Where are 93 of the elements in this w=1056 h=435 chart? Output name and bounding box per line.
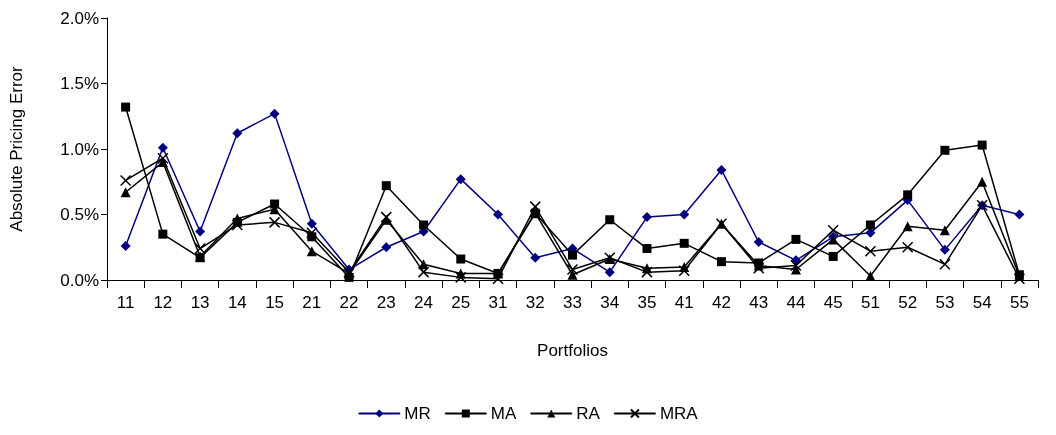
x-tick-label: 22	[339, 293, 359, 312]
x-tick-label: 51	[860, 293, 880, 312]
x-tick-label: 21	[302, 293, 322, 312]
point	[716, 164, 727, 175]
point	[791, 234, 801, 244]
point	[306, 227, 318, 239]
point	[605, 215, 615, 225]
x-tick-label: 35	[637, 293, 657, 312]
point	[120, 240, 131, 251]
point	[529, 200, 542, 213]
point	[306, 246, 317, 257]
point	[977, 176, 988, 187]
point	[269, 108, 280, 119]
point	[231, 219, 244, 231]
point	[567, 269, 578, 280]
point	[902, 221, 913, 232]
point	[381, 181, 391, 191]
point	[642, 244, 652, 254]
x-tick-label: 25	[451, 293, 471, 312]
point	[158, 229, 168, 239]
point	[568, 250, 577, 260]
x-tick-label: 12	[153, 293, 173, 312]
x-tick-label: 42	[712, 293, 731, 312]
point	[381, 242, 392, 253]
point	[939, 244, 950, 255]
x-tick-label: 32	[525, 293, 545, 312]
x-tick-label: 14	[227, 293, 247, 312]
point	[940, 145, 950, 155]
point	[716, 257, 726, 267]
point	[753, 237, 764, 248]
point	[195, 226, 206, 237]
x-tick-label: 54	[972, 293, 992, 312]
point	[566, 263, 579, 276]
legend-label: MA	[490, 404, 517, 423]
legend-label: MRA	[659, 404, 699, 423]
point	[903, 190, 913, 200]
point	[604, 267, 615, 278]
point	[641, 266, 653, 278]
x-tick-label: 15	[265, 293, 285, 312]
y-tick-label: 0.5%	[60, 205, 99, 224]
point	[828, 251, 838, 261]
point	[641, 212, 652, 223]
point	[157, 152, 169, 164]
x-tick-label: 34	[600, 293, 620, 312]
point	[455, 271, 467, 284]
y-tick-label: 1.5%	[60, 74, 99, 93]
point	[827, 224, 839, 236]
x-tick-label: 31	[488, 293, 508, 312]
x-tick-label: 33	[563, 293, 582, 312]
x-tick-label: 44	[786, 293, 806, 312]
point	[901, 241, 914, 253]
y-tick-label: 0.0%	[60, 270, 99, 290]
x-tick-label: 41	[674, 293, 694, 312]
x-tick-label: 13	[190, 293, 210, 312]
point	[455, 174, 466, 185]
point	[493, 209, 504, 220]
y-axis-title: Absolute Pricing Error	[7, 65, 26, 232]
point	[419, 220, 429, 230]
x-tick-label: 53	[935, 293, 955, 312]
x-axis-title: Portfolios	[537, 341, 608, 360]
point	[679, 209, 690, 220]
x-tick-label: 24	[414, 293, 433, 312]
x-tick-label: 55	[1009, 293, 1029, 312]
point	[268, 216, 281, 229]
point	[492, 272, 504, 285]
x-tick-label: 11	[116, 293, 135, 312]
legend-label: MR	[404, 404, 431, 423]
point	[306, 218, 317, 229]
point	[977, 140, 987, 150]
point	[678, 265, 690, 277]
x-tick-label: 43	[749, 293, 769, 312]
point	[120, 187, 131, 198]
legend-label: RA	[576, 404, 601, 423]
point	[865, 220, 875, 230]
point	[939, 258, 951, 271]
x-tick-label: 52	[898, 293, 918, 312]
point	[679, 238, 689, 248]
point	[1014, 209, 1025, 220]
point	[194, 242, 206, 255]
point	[864, 245, 877, 257]
point	[232, 128, 243, 139]
point	[417, 266, 430, 278]
x-tick-label: 23	[376, 293, 396, 312]
y-tick-label: 2.0%	[60, 8, 99, 28]
y-tick-label: 1.0%	[60, 139, 99, 159]
point	[939, 225, 950, 236]
point	[790, 259, 802, 272]
point	[530, 252, 541, 263]
x-tick-label: 45	[823, 293, 843, 312]
point	[121, 102, 131, 112]
point	[157, 142, 168, 153]
point	[119, 174, 132, 187]
point	[456, 254, 466, 264]
